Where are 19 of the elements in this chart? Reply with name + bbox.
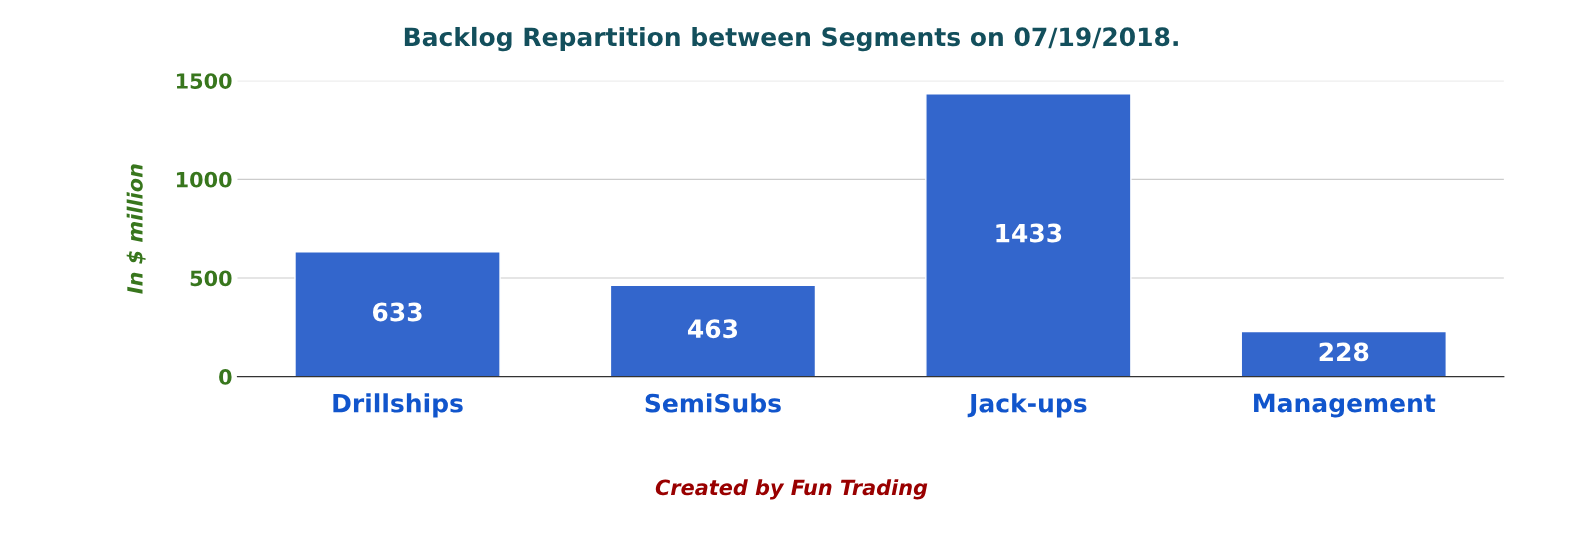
data-label: 1433 — [996, 223, 1062, 243]
data-label: 228 — [1319, 342, 1369, 362]
y-axis-title: In $ million — [126, 164, 146, 294]
x-tick-label: Drillships — [333, 393, 463, 418]
x-tick-label: Jack-ups — [967, 393, 1087, 418]
data-label: 633 — [372, 302, 422, 322]
chart-title: Backlog Repartition between Segments on 07/19/2018. — [404, 26, 1178, 52]
x-tick-label: SemiSubs — [645, 393, 781, 413]
y-tick-label: 500 — [190, 270, 232, 287]
data-label: 463 — [687, 319, 738, 339]
x-tick-label: Management — [1254, 393, 1436, 418]
y-tick-label: 0 — [219, 369, 232, 385]
bar — [925, 93, 1132, 377]
bar — [609, 284, 817, 377]
y-tick-label: 1500 — [176, 73, 232, 89]
bar — [294, 251, 501, 377]
y-tick-label: 1000 — [176, 171, 232, 188]
bar — [1240, 330, 1447, 377]
text: Created by Fun Trading — [655, 479, 928, 500]
